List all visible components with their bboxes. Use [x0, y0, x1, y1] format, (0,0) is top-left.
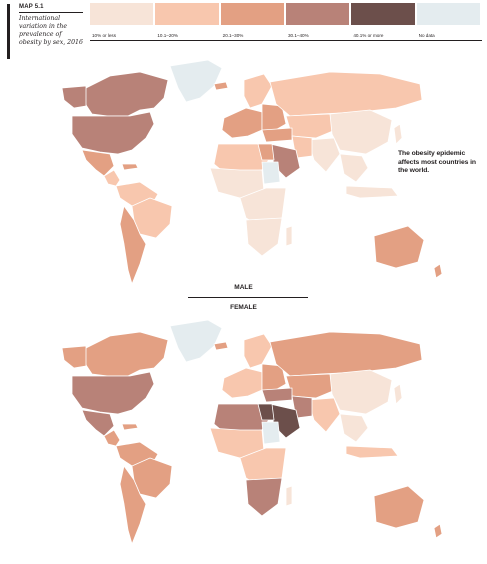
- male-region-southern-africa: [245, 217, 283, 257]
- female-region-sudan: [261, 421, 281, 445]
- annotation: The obesity epidemic affects most countr…: [398, 150, 476, 174]
- map-separator-rule: [188, 297, 308, 298]
- female-region-south-america-south: [119, 465, 147, 545]
- male-region-canada: [83, 71, 169, 117]
- female-region-indonesia: [345, 445, 399, 459]
- legend-item-2: 10.1–20%: [155, 3, 220, 39]
- male-region-western-europe: [221, 107, 263, 139]
- female-region-east-asia: [329, 369, 393, 415]
- male-region-greenland: [169, 59, 223, 103]
- male-map-label: MALE: [234, 284, 253, 291]
- female-region-iceland: [213, 341, 229, 351]
- legend-swatch-3: [220, 3, 284, 25]
- male-region-iceland: [213, 81, 229, 91]
- male-region-new-zealand: [433, 263, 443, 279]
- male-region-turkey: [261, 127, 293, 143]
- male-region-alaska: [61, 85, 87, 109]
- map-id-rule: [19, 12, 83, 13]
- legend: 10% or less 10.1–20% 20.1–30% 30.1–40% 4…: [90, 3, 482, 39]
- female-region-caribbean: [121, 423, 139, 431]
- legend-item-4: 30.1–40%: [285, 3, 351, 39]
- female-region-southeast-asia: [339, 413, 369, 443]
- header-accent-bar: [7, 4, 10, 59]
- legend-label-1: 10% or less: [92, 33, 117, 38]
- male-region-caribbean: [121, 163, 139, 171]
- legend-swatch-5: [351, 3, 415, 25]
- female-region-western-europe: [221, 367, 263, 399]
- map-caption: International variation in the prevalenc…: [19, 15, 83, 46]
- female-region-new-zealand: [433, 523, 443, 539]
- female-region-central-america: [103, 429, 121, 447]
- legend-swatch-2: [155, 3, 219, 25]
- female-region-alaska: [61, 345, 87, 369]
- female-region-russia: [269, 331, 423, 377]
- male-region-scandinavia: [243, 73, 273, 109]
- legend-swatch-4: [285, 3, 350, 25]
- male-region-east-asia: [329, 109, 393, 155]
- male-region-egypt: [257, 143, 275, 161]
- legend-item-3: 20.1–30%: [220, 3, 286, 39]
- male-region-central-america: [103, 169, 121, 187]
- male-region-usa: [71, 111, 155, 155]
- female-region-southern-africa: [245, 477, 283, 517]
- male-world-map: [61, 59, 443, 285]
- female-region-australia: [373, 485, 425, 529]
- legend-label-4: 30.1–40%: [287, 33, 309, 38]
- female-region-scandinavia: [243, 333, 273, 369]
- legend-label-6: No data: [418, 33, 435, 38]
- female-region-greenland: [169, 319, 223, 363]
- male-region-madagascar: [285, 225, 293, 247]
- map-header: MAP 5.1 International variation in the p…: [0, 0, 487, 60]
- male-region-australia: [373, 225, 425, 269]
- male-region-south-america-south: [119, 205, 147, 285]
- male-region-southeast-asia: [339, 153, 369, 183]
- male-region-mexico: [81, 149, 115, 177]
- legend-label-2: 10.1–20%: [157, 33, 179, 38]
- male-region-south-asia: [307, 137, 341, 173]
- female-region-canada: [83, 331, 169, 377]
- male-region-japan: [393, 123, 403, 145]
- female-region-egypt: [257, 403, 275, 421]
- female-region-turkey: [261, 387, 293, 403]
- male-region-sudan: [261, 161, 281, 185]
- male-region-russia: [269, 71, 423, 117]
- legend-swatch-6: [416, 3, 480, 25]
- legend-divider: [90, 40, 482, 41]
- female-region-south-asia: [307, 397, 341, 433]
- female-region-mexico: [81, 409, 115, 437]
- female-world-map: [61, 319, 443, 545]
- male-region-indonesia: [345, 185, 399, 199]
- map-id: MAP 5.1: [19, 4, 44, 10]
- legend-swatch-1: [90, 3, 154, 25]
- legend-label-5: 40.1% or more: [353, 33, 384, 38]
- legend-item-6: No data: [416, 3, 482, 39]
- legend-item-1: 10% or less: [90, 3, 155, 39]
- female-region-usa: [71, 371, 155, 415]
- legend-label-3: 20.1–30%: [222, 33, 244, 38]
- legend-item-5: 40.1% or more: [351, 3, 416, 39]
- female-region-madagascar: [285, 485, 293, 507]
- female-region-japan: [393, 383, 403, 405]
- female-map-label: FEMALE: [230, 304, 257, 311]
